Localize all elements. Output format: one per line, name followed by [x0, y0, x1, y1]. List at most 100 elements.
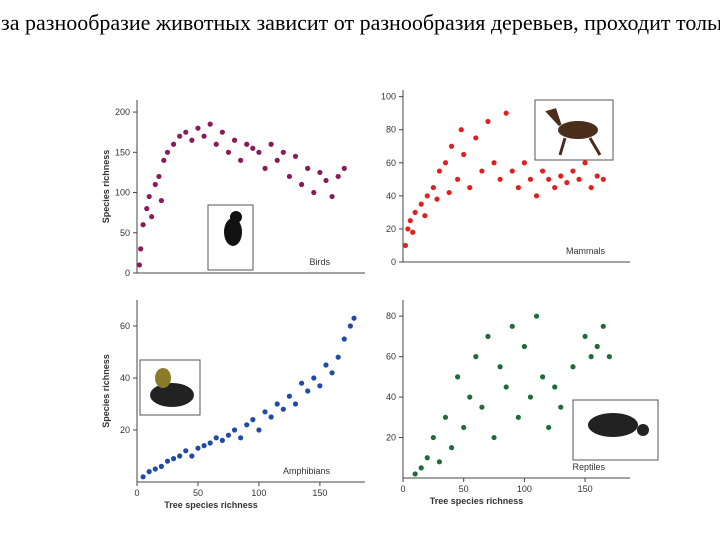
point — [286, 173, 293, 180]
y-tick-label: 60 — [386, 352, 396, 362]
point — [570, 168, 576, 174]
point — [146, 469, 152, 475]
point — [491, 160, 497, 166]
point — [588, 184, 594, 191]
point — [286, 393, 293, 399]
point — [158, 197, 164, 204]
x-tick-label: 0 — [400, 484, 405, 494]
point — [412, 209, 418, 215]
point — [582, 160, 588, 166]
point — [250, 417, 256, 423]
x-tick-label: 100 — [251, 488, 266, 498]
point — [448, 445, 455, 451]
point — [570, 364, 576, 370]
point — [136, 262, 143, 268]
point — [280, 406, 286, 412]
title-text: Простая гипотеза разнообразие животных з… — [0, 10, 720, 35]
y-tick-label: 100 — [381, 92, 396, 102]
point — [189, 137, 195, 143]
point — [244, 422, 250, 428]
y-axis-label: Species richness — [101, 354, 111, 428]
point — [461, 424, 467, 431]
point — [323, 177, 329, 184]
point — [140, 474, 146, 480]
point — [473, 135, 479, 141]
y-tick-label: 150 — [115, 147, 130, 157]
point — [213, 435, 219, 441]
point — [594, 173, 600, 179]
point — [412, 471, 418, 477]
point — [262, 165, 268, 171]
point — [606, 354, 612, 360]
point — [195, 125, 201, 131]
point — [140, 222, 146, 228]
x-axis-label: Tree species richness — [164, 500, 258, 510]
point — [448, 143, 455, 149]
y-axis-label: Species richness — [101, 150, 111, 224]
point — [207, 121, 213, 127]
y-tick-label: 0 — [125, 268, 130, 278]
point — [183, 129, 189, 135]
point — [442, 414, 449, 420]
point — [600, 176, 606, 182]
point — [341, 336, 347, 342]
point — [189, 453, 195, 459]
point — [317, 383, 323, 389]
point — [152, 466, 158, 472]
point — [539, 168, 546, 174]
y-tick-label: 40 — [120, 373, 130, 383]
point — [256, 427, 262, 433]
point — [219, 129, 225, 135]
point — [329, 370, 335, 376]
panel-label: Reptiles — [572, 462, 605, 472]
point — [183, 448, 189, 454]
point — [329, 193, 335, 200]
point — [521, 343, 527, 350]
point — [292, 153, 299, 159]
point — [509, 323, 515, 329]
point — [144, 206, 150, 212]
bird-picture — [207, 204, 254, 271]
point — [552, 184, 558, 191]
point — [292, 401, 299, 407]
point — [485, 118, 491, 125]
point — [170, 456, 177, 462]
y-tick-label: 40 — [386, 392, 396, 402]
panel-label: Amphibians — [283, 466, 331, 476]
point — [201, 133, 207, 139]
point — [280, 149, 286, 155]
y-tick-label: 20 — [386, 224, 396, 234]
point — [305, 388, 311, 394]
point — [152, 181, 158, 188]
point — [436, 168, 443, 174]
point — [430, 434, 436, 441]
point — [485, 333, 491, 340]
point — [521, 160, 527, 166]
point — [503, 110, 509, 116]
point — [407, 218, 413, 224]
point — [311, 189, 317, 196]
x-tick-label: 50 — [459, 484, 469, 494]
point — [418, 201, 424, 207]
point — [402, 242, 409, 249]
point — [238, 435, 244, 441]
point — [305, 165, 311, 171]
point — [268, 141, 274, 147]
point — [509, 168, 515, 174]
point — [335, 354, 341, 360]
y-tick-label: 60 — [386, 158, 396, 168]
point — [177, 453, 183, 459]
point — [347, 323, 353, 329]
point — [418, 465, 424, 471]
point — [177, 133, 183, 139]
point — [274, 401, 280, 407]
point — [250, 145, 256, 151]
point — [455, 176, 461, 182]
point — [558, 173, 564, 179]
point — [225, 149, 232, 155]
point — [527, 176, 534, 182]
point — [467, 394, 473, 400]
point — [231, 427, 238, 433]
point — [515, 184, 521, 191]
